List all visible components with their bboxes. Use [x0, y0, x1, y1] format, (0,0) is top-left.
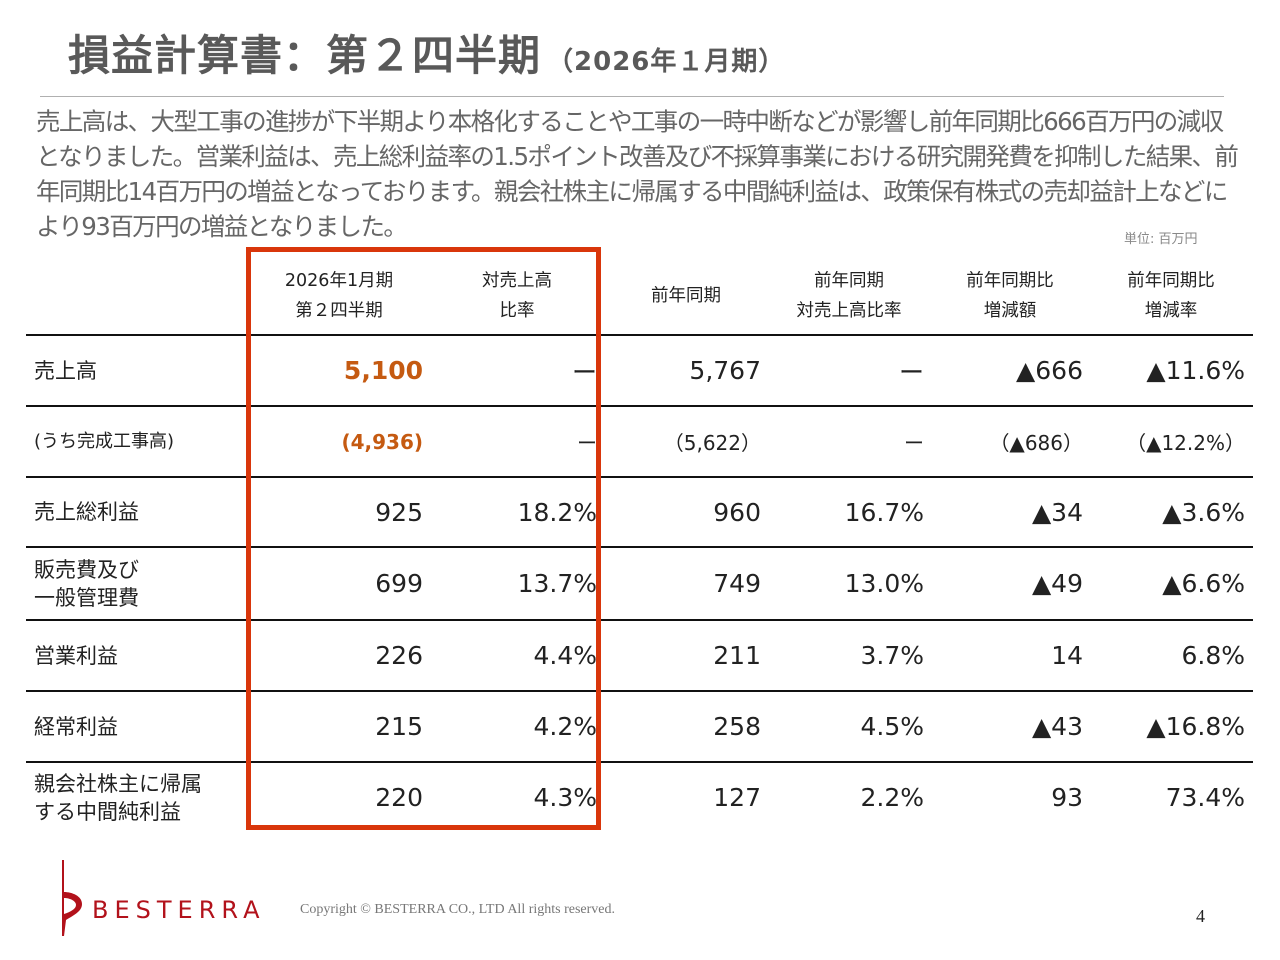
- page-title: 損益計算書：第２四半期 （2026年１月期）: [68, 22, 785, 83]
- copyright-text: Copyright © BESTERRA CO., LTD All rights…: [300, 902, 616, 917]
- column-header-line2: 比率: [499, 301, 535, 321]
- table-cell: （▲686）: [989, 431, 1083, 455]
- column-header-line2: 対売上高比率: [796, 301, 902, 321]
- table-cell: 16.7%: [844, 497, 924, 527]
- row-label: 販売費及び 一般管理費: [34, 548, 239, 619]
- row-label: (うち完成工事高): [34, 407, 239, 476]
- column-header: 前年同期対売上高比率: [764, 258, 934, 334]
- table-cell: 93: [1051, 783, 1083, 812]
- table-cell: 220: [375, 783, 423, 812]
- row-divider: [26, 690, 1253, 692]
- table-cell: 258: [713, 712, 761, 741]
- column-header-line1: 前年同期比: [1127, 271, 1215, 291]
- table-cell: 13.0%: [844, 569, 924, 598]
- table-cell: 226: [375, 641, 423, 670]
- table-cell: ▲43: [1031, 712, 1083, 741]
- table-cell: 13.7%: [517, 569, 597, 598]
- logo-text: BESTERRA: [92, 896, 266, 924]
- column-header: 前年同期比 増減額: [935, 258, 1085, 334]
- row-label-text: 売上高: [34, 358, 97, 383]
- title-main: 損益計算書：第２四半期: [68, 31, 542, 80]
- row-divider: [26, 334, 1253, 336]
- besterra-logo-icon: [62, 860, 82, 936]
- row-divider: [26, 405, 1253, 407]
- column-header-line1: 前年同期比: [966, 271, 1054, 291]
- table-cell: ▲11.6%: [1146, 356, 1245, 385]
- table-cell: ▲16.8%: [1146, 712, 1245, 741]
- table-cell: 925: [375, 497, 423, 527]
- table-cell: ▲34: [1031, 497, 1083, 527]
- summary-text: 売上高は、大型工事の進捗が下半期より本格化することや工事の一時中断などが影響し前…: [36, 107, 1239, 241]
- row-label: 親会社株主に帰属 する中間純利益: [34, 763, 239, 832]
- column-header-line1: 前年同期: [814, 271, 884, 291]
- table-cell: ー: [571, 357, 597, 387]
- table-cell: 6.8%: [1181, 641, 1245, 670]
- row-divider: [26, 619, 1253, 621]
- table-cell: 699: [375, 569, 423, 598]
- row-label-text: 販売費及び 一般管理費: [34, 557, 139, 610]
- row-divider: [26, 546, 1253, 548]
- table-cell: ー: [898, 357, 924, 387]
- table-cell: 127: [713, 783, 761, 812]
- table-cell: 960: [713, 497, 761, 527]
- row-label: 営業利益: [34, 621, 239, 690]
- column-header-line2: 増減率: [1144, 301, 1198, 321]
- row-label: 売上高: [34, 336, 239, 405]
- table-cell: (4,936): [341, 429, 423, 454]
- title-period: （2026年１月期）: [547, 47, 786, 77]
- column-header-line1: 対売上高: [482, 271, 552, 291]
- row-label-text: 経常利益: [34, 714, 118, 739]
- table-cell: 2.2%: [860, 783, 924, 812]
- table-cell: 73.4%: [1165, 783, 1245, 812]
- row-label-text: 親会社株主に帰属 する中間純利益: [34, 771, 202, 824]
- table-cell: 4.4%: [533, 641, 597, 670]
- page-number: 4: [1196, 906, 1205, 926]
- table-cell: 3.7%: [860, 641, 924, 670]
- row-label-text: 売上総利益: [34, 500, 139, 524]
- table-cell: 749: [713, 569, 761, 598]
- table-cell: ▲3.6%: [1162, 497, 1245, 527]
- table-cell: 4.3%: [533, 783, 597, 812]
- row-divider: [26, 761, 1253, 763]
- unit-note: 単位: 百万円: [1124, 232, 1198, 247]
- row-label: 売上総利益: [34, 478, 239, 546]
- current-period-highlight-box: [246, 247, 601, 830]
- column-header-line1: 2026年1月期: [284, 271, 394, 291]
- table-cell: 14: [1051, 641, 1083, 670]
- column-header: 2026年1月期 第２四半期: [249, 258, 429, 334]
- table-cell: ー: [904, 431, 924, 455]
- column-header: 前年同期比 増減率: [1096, 258, 1246, 334]
- table-cell: （▲12.2%）: [1126, 431, 1245, 455]
- table-cell: 215: [375, 712, 423, 741]
- table-cell: 4.5%: [860, 712, 924, 741]
- table-cell: 211: [713, 641, 761, 670]
- table-cell: ー: [577, 431, 597, 455]
- column-header: 前年同期: [611, 258, 761, 334]
- table-cell: ▲49: [1031, 569, 1083, 598]
- table-cell: ▲666: [1016, 356, 1083, 385]
- row-label-text: (うち完成工事高): [34, 430, 175, 452]
- column-header-line2: 第２四半期: [295, 301, 383, 321]
- table-cell: 4.2%: [533, 712, 597, 741]
- table-cell: ▲6.6%: [1162, 569, 1245, 598]
- column-header: 対売上高 比率: [442, 258, 592, 334]
- table-cell: （5,622）: [663, 431, 761, 455]
- row-divider: [26, 476, 1253, 478]
- row-label-text: 営業利益: [34, 643, 118, 668]
- title-divider: [40, 96, 1224, 97]
- table-cell: 18.2%: [517, 497, 597, 527]
- table-cell: 5,100: [343, 356, 423, 385]
- row-label: 経常利益: [34, 692, 239, 761]
- column-header-line2: 増減額: [983, 301, 1037, 321]
- table-cell: 5,767: [689, 356, 761, 385]
- column-header-line1: 前年同期: [651, 286, 721, 306]
